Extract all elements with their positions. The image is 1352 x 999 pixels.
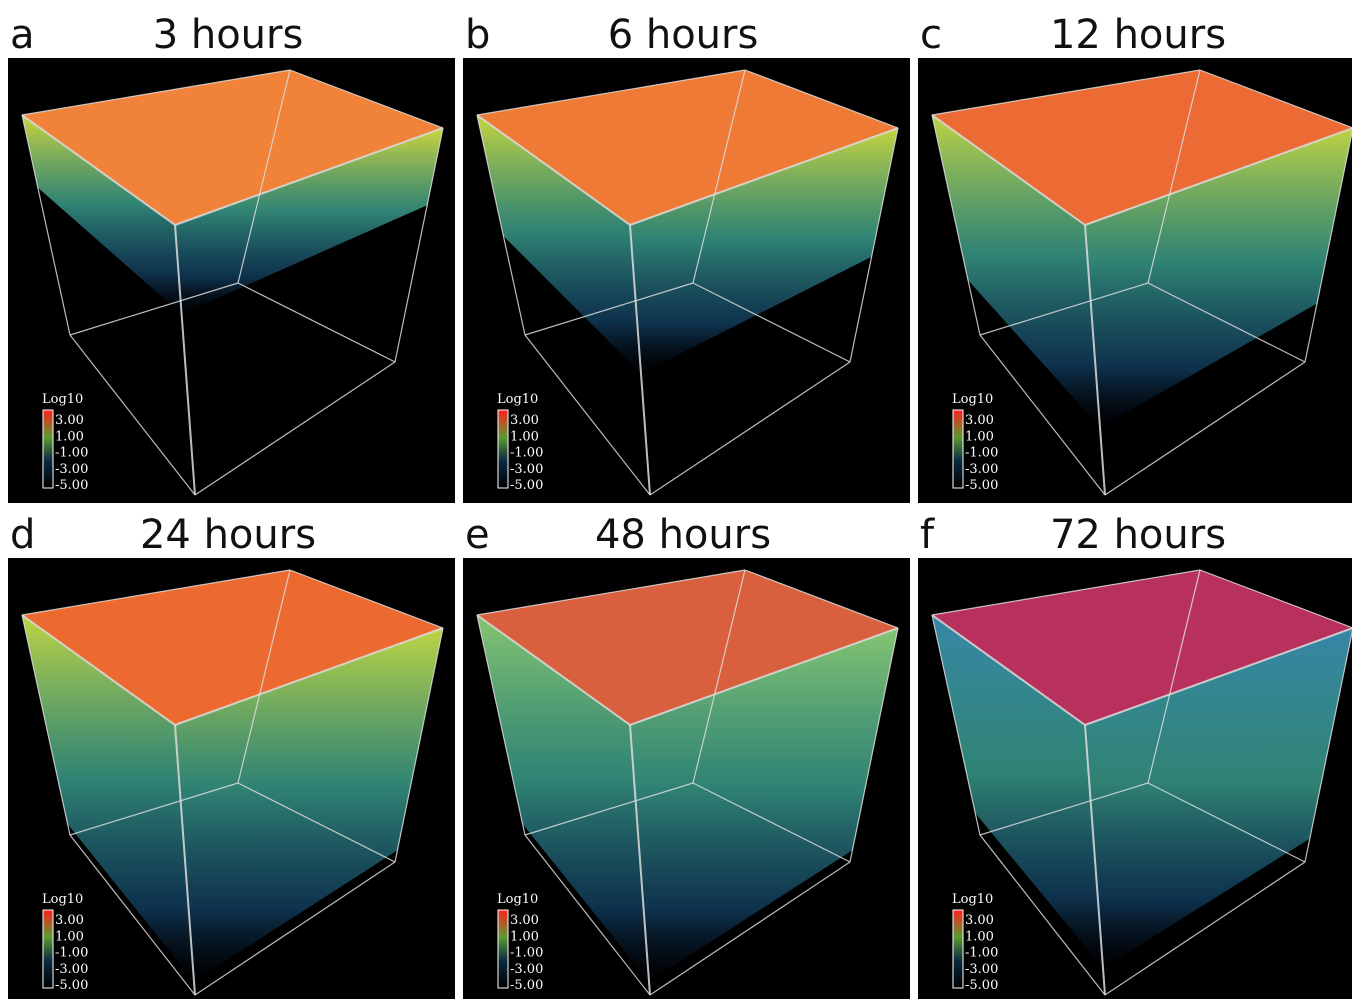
colorbar-label: -3.00 — [965, 462, 998, 477]
panel: Log10 3.001.00 -1.00-3.00-5.00 — [8, 558, 455, 999]
colorbar-label: 3.00 — [510, 913, 539, 928]
panel-title: 72 hours — [1050, 512, 1226, 558]
colorbar-label: 3.00 — [965, 913, 994, 928]
panel-title: 48 hours — [595, 512, 771, 558]
colorbar-title: Log10 — [42, 892, 83, 907]
panel-letter: d — [10, 512, 35, 558]
colorbar-label: -5.00 — [55, 478, 88, 493]
colorbar-label: -3.00 — [510, 962, 543, 977]
colorbar-label: -3.00 — [510, 462, 543, 477]
colorbar-label: -1.00 — [55, 446, 88, 461]
colorbar-label: 1.00 — [55, 929, 84, 944]
colorbar-title: Log10 — [497, 392, 538, 407]
colorbar-label: -1.00 — [55, 946, 88, 961]
panel: Log10 3.001.00 -1.00-3.00-5.00 — [463, 58, 910, 503]
colorbar-label: 3.00 — [965, 413, 994, 428]
colorbar-label: -5.00 — [510, 478, 543, 493]
colorbar — [498, 910, 508, 988]
colorbar-title: Log10 — [42, 392, 83, 407]
panel-letter: f — [920, 512, 935, 558]
colorbar-label: 3.00 — [55, 413, 84, 428]
colorbar-label: 1.00 — [55, 429, 84, 444]
colorbar-label: 1.00 — [510, 929, 539, 944]
colorbar-label: -3.00 — [55, 462, 88, 477]
panel-letter: b — [465, 12, 490, 58]
panel: Log10 3.001.00 -1.00-3.00-5.00 — [918, 558, 1352, 999]
colorbar — [43, 910, 53, 988]
panel-letter: c — [920, 12, 942, 58]
panel-title: 6 hours — [608, 12, 759, 58]
colorbar-label: -3.00 — [965, 962, 998, 977]
colorbar-label: 1.00 — [965, 429, 994, 444]
colorbar-label: -5.00 — [965, 478, 998, 493]
panel-title: 12 hours — [1050, 12, 1226, 58]
colorbar-label: 3.00 — [55, 913, 84, 928]
colorbar-label: -1.00 — [965, 946, 998, 961]
panel: Log10 3.001.00 -1.00-3.00-5.00 — [8, 58, 455, 503]
colorbar — [498, 410, 508, 488]
colorbar — [43, 410, 53, 488]
colorbar-title: Log10 — [497, 892, 538, 907]
colorbar-label: -5.00 — [510, 978, 543, 993]
panel: Log10 3.001.00 -1.00-3.00-5.00 — [918, 58, 1352, 503]
colorbar-label: 1.00 — [510, 429, 539, 444]
colorbar — [953, 410, 963, 488]
colorbar-label: -1.00 — [510, 946, 543, 961]
figure: Log103.001.00-1.00-3.00-5.00a3 hoursLog1… — [0, 0, 1352, 999]
panel-letter: a — [10, 12, 35, 58]
colorbar-label: -3.00 — [55, 962, 88, 977]
panel-title: 24 hours — [140, 512, 316, 558]
colorbar-label: 1.00 — [965, 929, 994, 944]
colorbar — [953, 910, 963, 988]
colorbar-label: 3.00 — [510, 413, 539, 428]
panel: Log10 3.001.00 -1.00-3.00-5.00 — [463, 558, 910, 999]
panel-title: 3 hours — [153, 12, 304, 58]
colorbar-label: -1.00 — [510, 446, 543, 461]
colorbar-label: -5.00 — [55, 978, 88, 993]
colorbar-title: Log10 — [952, 892, 993, 907]
colorbar-label: -5.00 — [965, 978, 998, 993]
colorbar-title: Log10 — [952, 392, 993, 407]
colorbar-label: -1.00 — [965, 446, 998, 461]
panel-letter: e — [465, 512, 490, 558]
